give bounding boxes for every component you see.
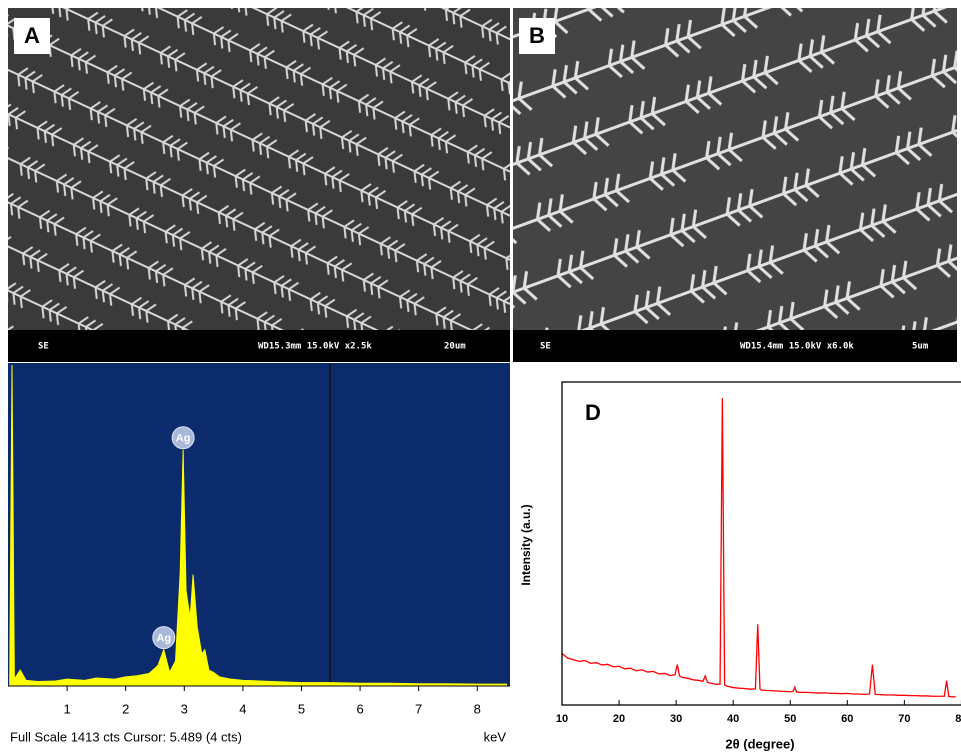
x-tick-label: 70 (898, 713, 910, 725)
info-bar (513, 330, 957, 362)
detector: SE (540, 342, 551, 352)
x-tick-label: 5 (298, 701, 305, 716)
detector: SE (38, 342, 49, 352)
label-box (519, 18, 555, 54)
y-axis-label: Intensity (a.u.) (519, 504, 533, 585)
x-tick-label: 20 (613, 713, 625, 725)
plot-area: 10 20 30 40 50 60 70 80 D 2θ (degree) Intensity (a… (519, 381, 961, 751)
sem-info: WD15.4mm 15.0kV x6.0k (740, 342, 854, 352)
peak-marker (171, 426, 195, 450)
panel-label: D (585, 400, 601, 425)
x-tick-label: 1 (63, 701, 70, 716)
sem-image (8, 8, 510, 330)
x-tick-label: 8 (474, 701, 481, 716)
x-tick-label: 50 (784, 713, 796, 725)
footer: Full Scale 1413 cts Cursor: 5.489 (4 cts… (10, 729, 242, 744)
peak-label: Ag (176, 433, 191, 445)
plot-frame (561, 381, 961, 706)
x-tick-label: 7 (415, 701, 422, 716)
sem-info: WD15.3mm 15.0kV x2.5k (258, 342, 372, 352)
x-tick-label: 40 (727, 713, 739, 725)
panel-label: B (529, 23, 545, 48)
xrd-line (561, 398, 956, 698)
sem-image (513, 8, 957, 330)
spectrum (9, 364, 508, 687)
x-tick-label: 6 (356, 701, 363, 716)
x-tick-label: 2 (122, 701, 129, 716)
label-box (14, 18, 50, 54)
peak-label: Ag (156, 633, 171, 645)
x-tick-label: 3 (181, 701, 188, 716)
panel-label: A (24, 23, 40, 48)
x-tick-label: 60 (841, 713, 853, 725)
x-tick-label: 10 (556, 713, 568, 725)
x-tick-label: 30 (670, 713, 682, 725)
x-axis-label: keV (484, 729, 507, 744)
info-bar (8, 330, 510, 362)
plot-background (8, 363, 510, 686)
scale: 5um (912, 342, 929, 352)
peak-marker (152, 626, 176, 650)
x-tick-label: 4 (239, 701, 246, 716)
x-tick-label: 80 (955, 713, 961, 725)
x-axis-label: 2θ (degree) (725, 736, 794, 751)
scale: 20um (444, 342, 466, 352)
